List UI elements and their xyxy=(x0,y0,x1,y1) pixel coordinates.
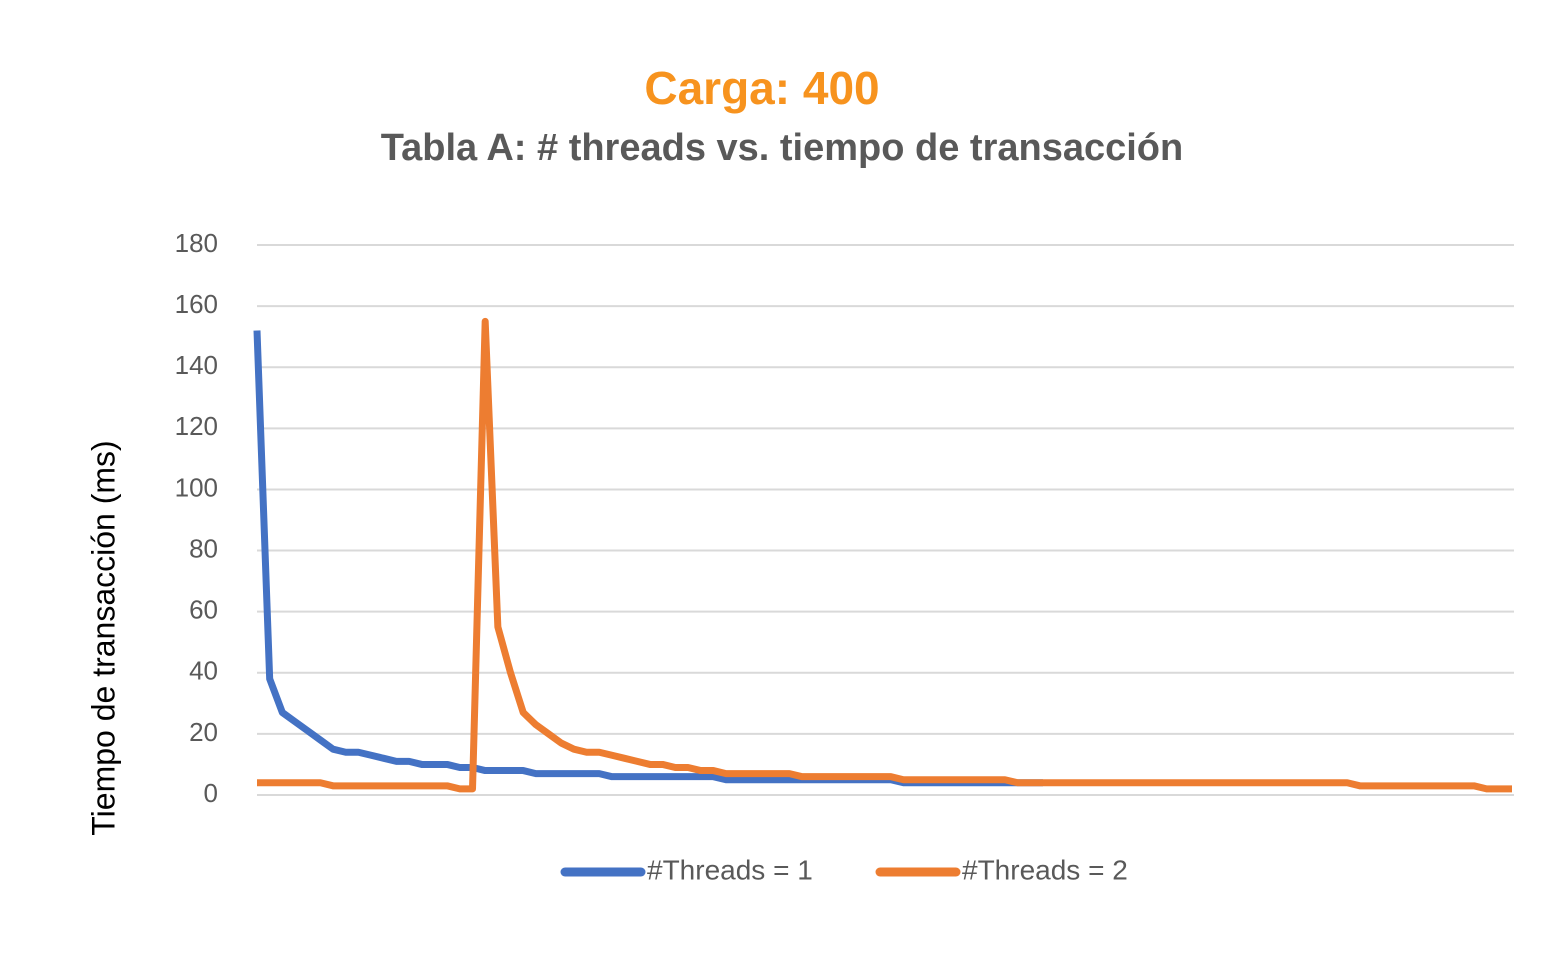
y-tick-label: 180 xyxy=(175,228,218,258)
y-tick-label: 160 xyxy=(175,289,218,319)
y-tick-label: 120 xyxy=(175,411,218,441)
y-axis-label: Tiempo de transacción (ms) xyxy=(85,440,121,835)
legend-label: #Threads = 2 xyxy=(962,854,1128,885)
y-tick-label: 60 xyxy=(189,595,218,625)
chart-subtitle: Tabla A: # threads vs. tiempo de transac… xyxy=(381,127,1183,169)
series-line xyxy=(257,317,1512,793)
y-tick-label: 80 xyxy=(189,533,218,563)
chart-title: Carga: 400 xyxy=(644,62,879,114)
y-tick-label: 140 xyxy=(175,350,218,380)
y-tick-label: 100 xyxy=(175,472,218,502)
y-tick-label: 20 xyxy=(189,717,218,747)
legend-label: #Threads = 1 xyxy=(647,854,813,885)
y-tick-label: 0 xyxy=(204,778,218,808)
y-tick-label: 40 xyxy=(189,656,218,686)
series-line xyxy=(253,330,1043,787)
